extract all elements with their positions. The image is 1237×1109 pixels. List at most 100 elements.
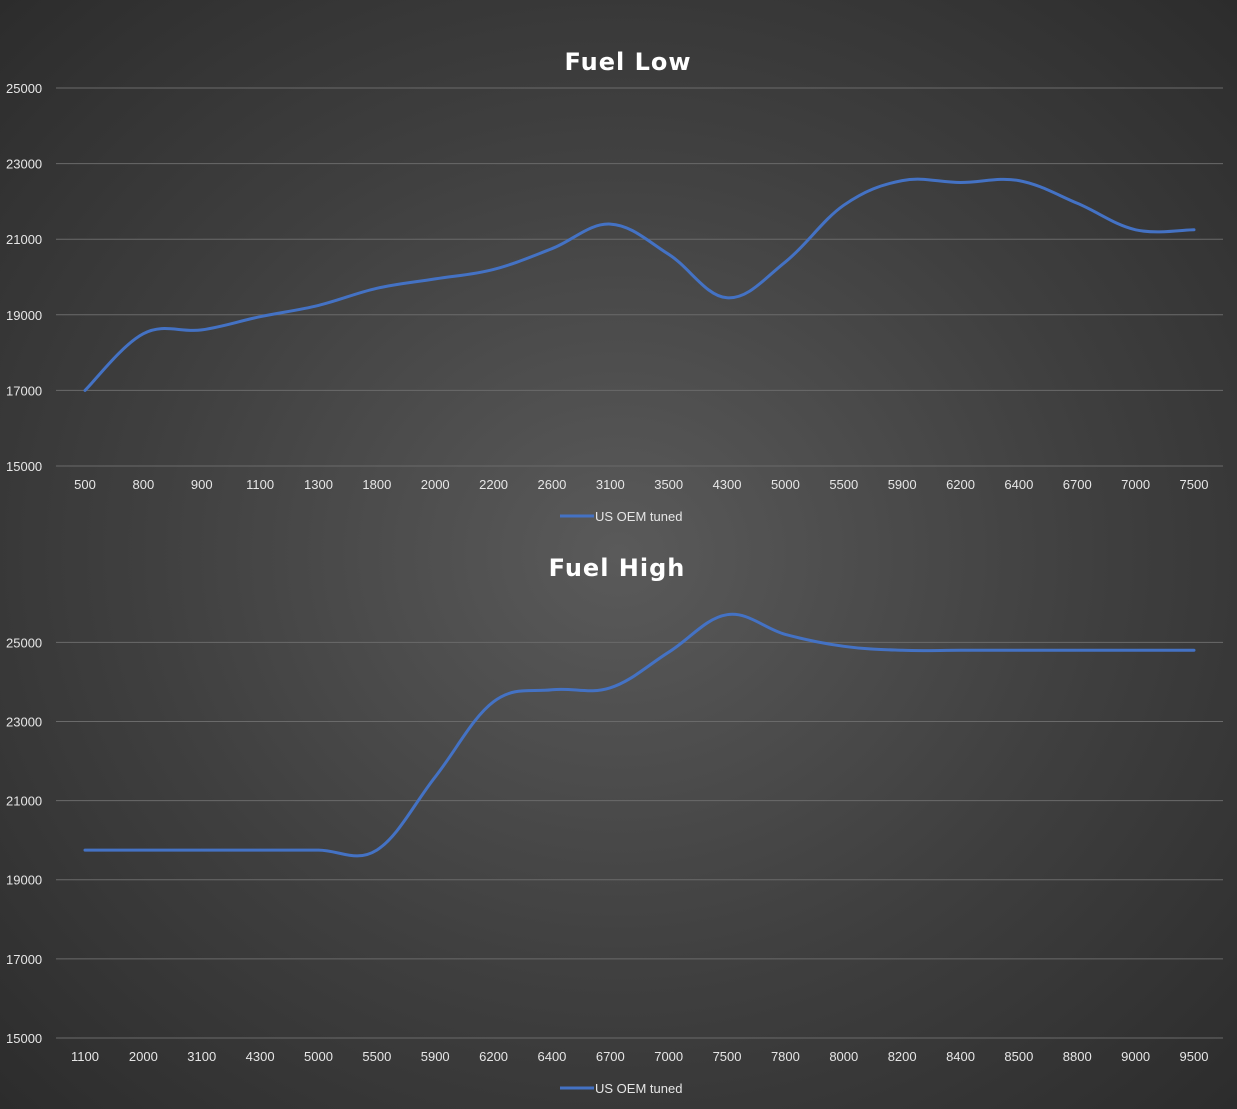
- series-line: [83, 177, 1196, 392]
- data-point: [550, 247, 554, 250]
- y-tick-label: 17000: [6, 952, 42, 967]
- x-tick-label: 6400: [1004, 477, 1033, 492]
- x-tick-label: 1300: [304, 477, 333, 492]
- y-tick-label: 17000: [6, 383, 42, 398]
- data-point: [83, 389, 87, 392]
- x-tick-label: 7000: [654, 1049, 683, 1064]
- y-tick-label: 21000: [6, 232, 42, 247]
- data-point: [784, 260, 787, 264]
- y-tick-label: 19000: [6, 873, 42, 888]
- fuel-low-chart: Fuel Low 150001700019000210002300025000 …: [6, 48, 1223, 524]
- chart-title: Fuel High: [549, 554, 686, 582]
- y-tick-label: 25000: [6, 81, 42, 96]
- data-point: [317, 304, 320, 307]
- x-tick-label: 5900: [421, 1049, 450, 1064]
- data-point: [375, 287, 379, 290]
- data-point: [725, 613, 729, 616]
- data-point: [492, 268, 495, 271]
- chart-title: Fuel Low: [564, 48, 691, 76]
- data-point: [375, 848, 379, 852]
- series: [83, 177, 1196, 392]
- x-tick-label: 2000: [421, 477, 450, 492]
- x-tick-label: 9500: [1180, 1049, 1209, 1064]
- x-tick-label: 3100: [187, 1049, 216, 1064]
- legend-label: US OEM tuned: [595, 1081, 682, 1096]
- data-point: [1017, 179, 1021, 182]
- legend: US OEM tuned: [560, 509, 682, 524]
- x-tick-label: 7500: [713, 1049, 742, 1064]
- data-point: [1192, 228, 1196, 231]
- data-point: [1017, 649, 1021, 652]
- x-tick-label: 2600: [537, 477, 566, 492]
- x-tick-label: 8500: [1004, 1049, 1033, 1064]
- data-point: [1192, 649, 1196, 652]
- data-point: [492, 700, 495, 703]
- data-point: [1134, 649, 1137, 652]
- x-tick-label: 7500: [1180, 477, 1209, 492]
- x-tick-label: 9000: [1121, 1049, 1150, 1064]
- data-point: [1076, 649, 1079, 652]
- x-tick-label: 4300: [246, 1049, 275, 1064]
- x-tick-label: 5000: [304, 1049, 333, 1064]
- x-tick-label: 6700: [1063, 477, 1092, 492]
- data-point: [200, 848, 203, 852]
- x-tick-label: 1800: [362, 477, 391, 492]
- y-tick-label: 23000: [6, 714, 42, 729]
- data-point: [1134, 228, 1137, 231]
- x-tick-label: 800: [133, 477, 155, 492]
- x-tick-label: 6200: [946, 477, 975, 492]
- data-point: [258, 848, 262, 852]
- y-axis-ticks: 15000 17000 19000 21000 23000 25000: [6, 635, 42, 1046]
- x-axis-ticks: 500 800 900 1100 1300 1800 2000 2200 2600 3100 350…: [74, 477, 1208, 492]
- data-point: [200, 328, 203, 332]
- y-tick-label: 15000: [6, 459, 42, 474]
- data-point: [434, 277, 437, 281]
- x-tick-label: 3100: [596, 477, 625, 492]
- data-point: [434, 775, 437, 779]
- x-tick-label: 7800: [771, 1049, 800, 1064]
- data-point: [317, 848, 320, 852]
- data-point: [142, 848, 145, 852]
- x-tick-label: 5000: [771, 477, 800, 492]
- data-point: [725, 296, 729, 299]
- legend-label: US OEM tuned: [595, 509, 682, 524]
- data-point: [959, 181, 962, 184]
- data-point: [784, 633, 787, 636]
- series-line: [83, 612, 1196, 858]
- data-point: [1076, 202, 1079, 205]
- x-tick-label: 6200: [479, 1049, 508, 1064]
- series: [83, 612, 1196, 858]
- x-tick-label: 5500: [362, 1049, 391, 1064]
- data-point: [609, 686, 612, 690]
- data-point: [609, 222, 612, 226]
- y-tick-label: 25000: [6, 635, 42, 650]
- gridlines: [56, 87, 1223, 467]
- y-tick-label: 19000: [6, 308, 42, 323]
- data-point: [842, 645, 845, 648]
- data-point: [959, 649, 962, 652]
- data-point: [900, 649, 904, 652]
- data-point: [550, 688, 554, 692]
- y-tick-label: 23000: [6, 157, 42, 172]
- x-tick-label: 2000: [129, 1049, 158, 1064]
- x-tick-label: 7000: [1121, 477, 1150, 492]
- y-tick-label: 21000: [6, 794, 42, 809]
- x-tick-label: 2200: [479, 477, 508, 492]
- x-tick-label: 6700: [596, 1049, 625, 1064]
- data-point: [258, 315, 262, 318]
- x-tick-label: 5900: [888, 477, 917, 492]
- fuel-high-chart: Fuel High 15000 17000 19000 21000 23000 25000…: [6, 554, 1223, 1096]
- x-tick-label: 500: [74, 477, 96, 492]
- data-point: [667, 253, 670, 256]
- x-tick-label: 8200: [888, 1049, 917, 1064]
- x-tick-label: 5500: [829, 477, 858, 492]
- data-point: [842, 203, 845, 207]
- x-tick-label: 1100: [71, 1049, 99, 1064]
- x-tick-label: 1100: [246, 477, 274, 492]
- data-point: [142, 332, 145, 335]
- x-axis-ticks: 1100 2000 3100 4300 5000 5500 5900 6200 6400 6700…: [71, 1049, 1208, 1064]
- y-axis-ticks: 15000 17000 19000 21000 23000 25000: [6, 81, 42, 474]
- x-tick-label: 8000: [829, 1049, 858, 1064]
- y-tick-label: 15000: [6, 1031, 42, 1046]
- gridlines: [56, 641, 1223, 1039]
